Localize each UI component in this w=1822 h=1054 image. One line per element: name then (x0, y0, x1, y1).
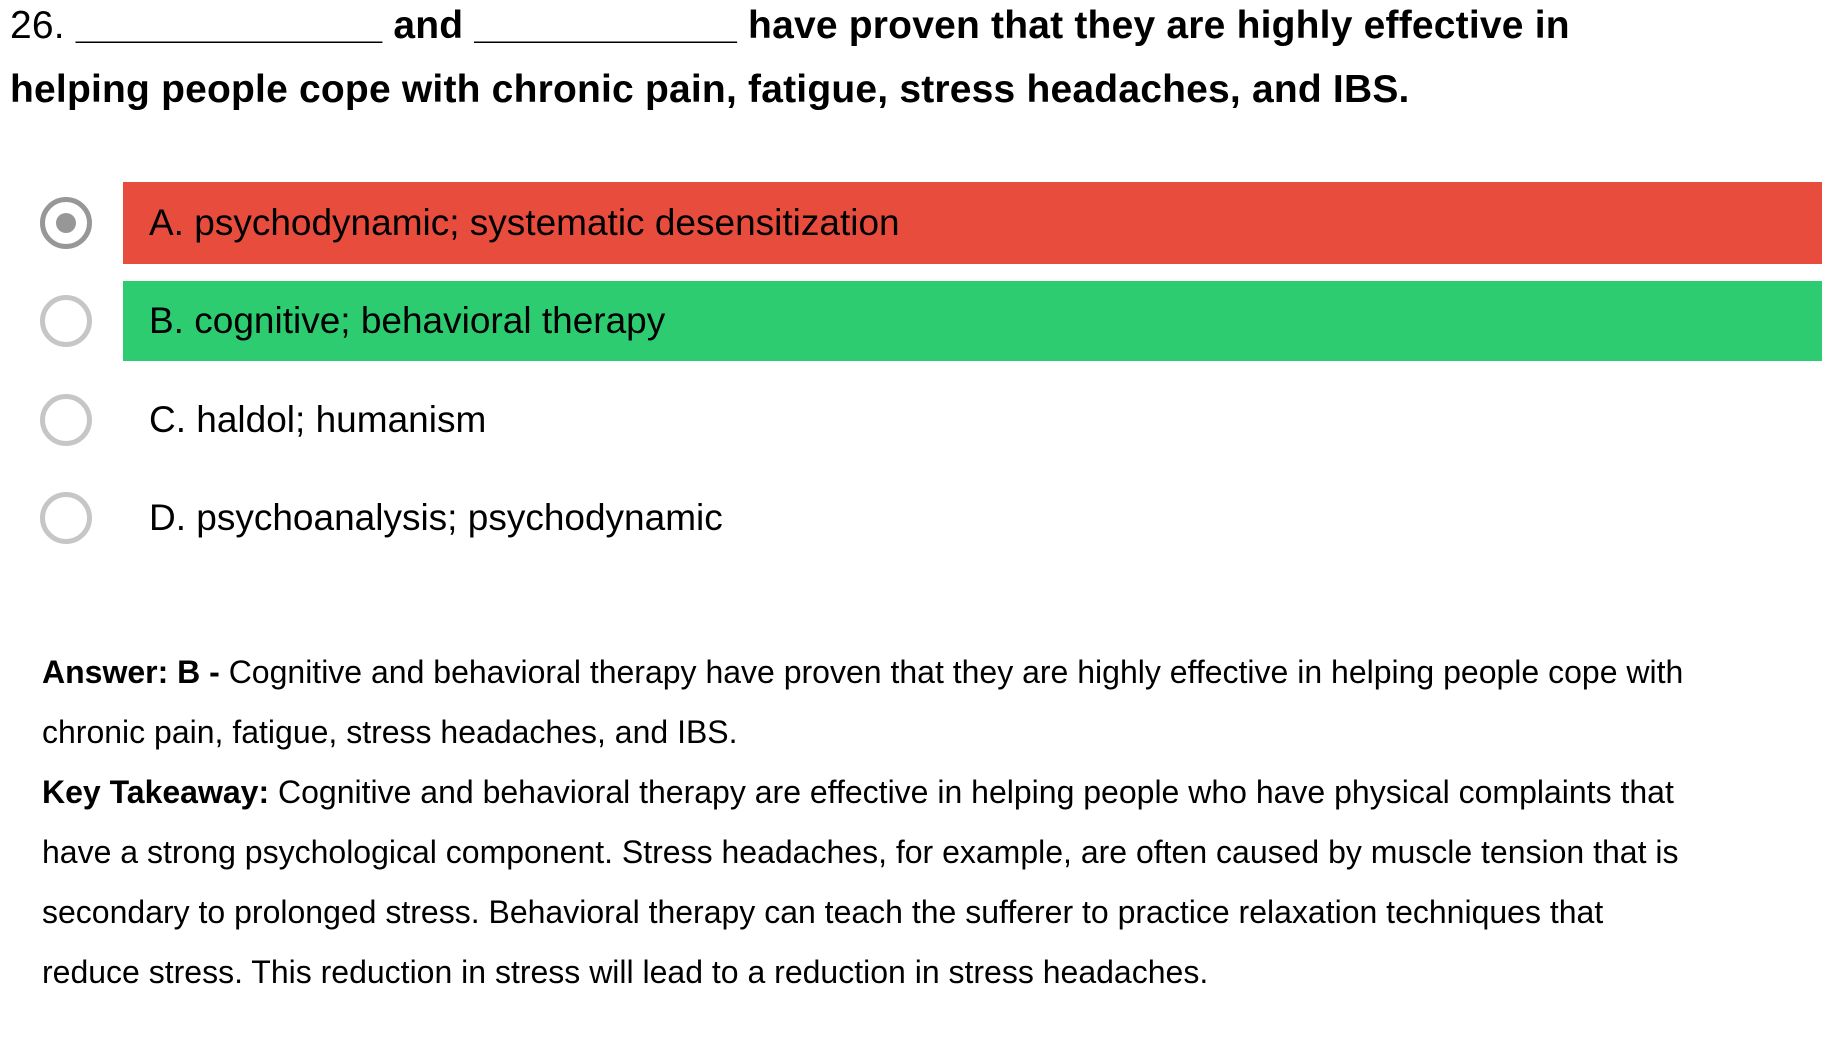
radio-option-d[interactable] (40, 492, 92, 544)
answer-text: Cognitive and behavioral therapy have pr… (42, 654, 1684, 750)
radio-option-a[interactable] (40, 197, 92, 249)
option-a-incorrect-highlight[interactable]: A. psychodynamic; systematic desensitiza… (123, 182, 1822, 264)
question-number: 26. (10, 4, 65, 47)
key-takeaway-text: Cognitive and behavioral therapy are eff… (42, 774, 1679, 990)
explanation-block: Answer: B - Cognitive and behavioral the… (42, 642, 1697, 1002)
radio-option-c[interactable] (40, 394, 92, 446)
question-stem: ______________ and ____________ have pro… (64, 4, 1570, 47)
key-takeaway-label: Key Takeaway: (42, 774, 278, 810)
question-text-line1: 26. ______________ and ____________ have… (10, 4, 1816, 48)
key-takeaway-paragraph: Key Takeaway: Cognitive and behavioral t… (42, 762, 1697, 1002)
question-text-line2: helping people cope with chronic pain, f… (10, 68, 1410, 111)
radio-option-b[interactable] (40, 295, 92, 347)
option-c-label[interactable]: C. haldol; humanism (149, 399, 487, 440)
answer-paragraph: Answer: B - Cognitive and behavioral the… (42, 642, 1697, 762)
option-d-label[interactable]: D. psychoanalysis; psychodynamic (149, 497, 723, 538)
answer-label: Answer: B - (42, 654, 229, 690)
option-b-correct-highlight[interactable]: B. cognitive; behavioral therapy (123, 281, 1822, 361)
